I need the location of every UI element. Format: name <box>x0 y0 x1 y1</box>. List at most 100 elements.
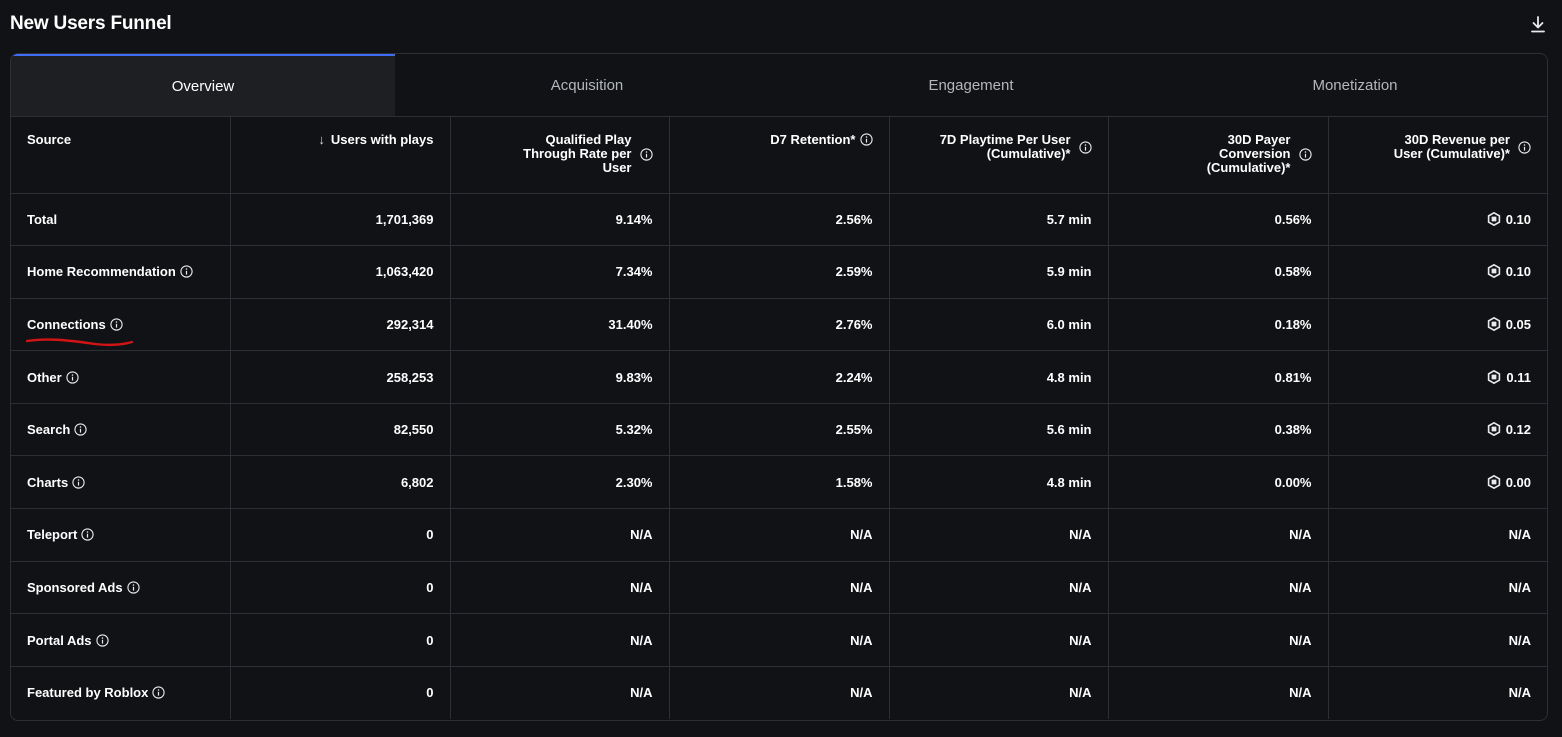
info-icon[interactable] <box>152 686 166 700</box>
column-header-users-with-plays[interactable]: ↓ Users with plays <box>230 117 451 194</box>
info-icon[interactable] <box>110 318 123 331</box>
sort-down-arrow-icon[interactable]: ↓ <box>318 132 325 147</box>
cell-value: N/A <box>1289 527 1312 543</box>
info-icon[interactable] <box>859 133 873 146</box>
users-with-plays-cell: 0 <box>230 508 451 562</box>
table-row: Featured by Roblox 0 N/A N/A N/A N/A N/A <box>11 666 1547 719</box>
source-label: Search <box>27 422 71 438</box>
info-icon[interactable] <box>180 265 193 279</box>
payer-conversion-cell: 0.00% <box>1108 455 1329 510</box>
cell-value: N/A <box>850 632 873 648</box>
column-header-d7-retention[interactable]: D7 Retention* <box>669 117 890 194</box>
cell-value: 258,253 <box>386 369 434 385</box>
cell-value: 0.56% <box>1274 211 1312 227</box>
cell-value: 2.24% <box>835 369 873 385</box>
cell-value: N/A <box>630 527 653 543</box>
tab-engagement[interactable]: Engagement <box>928 76 1014 94</box>
d7-retention-cell: N/A <box>669 508 890 562</box>
info-icon[interactable] <box>95 633 109 647</box>
robux-icon <box>1487 211 1500 226</box>
table-row: Portal Ads 0 N/A N/A N/A N/A N/A <box>11 613 1547 667</box>
playtime-cell: N/A <box>889 508 1109 562</box>
source-cell: Charts <box>11 455 231 510</box>
page-title: New Users Funnel <box>10 13 172 34</box>
payer-conversion-cell: 0.58% <box>1108 245 1329 299</box>
info-icon[interactable] <box>1518 140 1531 154</box>
cell-value: 1,063,420 <box>375 264 434 280</box>
column-header-qualified-play-through-rate[interactable]: Qualified Play Through Rate per User <box>450 117 670 194</box>
users-with-plays-cell: 258,253 <box>230 350 451 404</box>
cell-value: 0.18% <box>1274 316 1312 332</box>
qptr-cell: 7.34% <box>450 245 670 299</box>
info-icon[interactable] <box>126 581 140 594</box>
payer-conversion-cell: N/A <box>1108 613 1329 667</box>
source-label: Teleport <box>27 527 78 543</box>
table-row: Teleport 0 N/A N/A N/A N/A N/A <box>11 508 1547 562</box>
download-icon[interactable] <box>1529 15 1547 35</box>
info-icon[interactable] <box>1298 147 1312 161</box>
cell-value: N/A <box>630 685 653 701</box>
source-cell: Search <box>11 403 231 457</box>
d7-retention-cell: 2.56% <box>669 193 890 247</box>
source-label: Other <box>27 369 62 385</box>
column-header-7d-playtime[interactable]: 7D Playtime Per User (Cumulative)* <box>889 117 1109 194</box>
cell-value: N/A <box>1508 685 1531 701</box>
column-header-30d-payer-conversion[interactable]: 30D Payer Conversion (Cumulative)* <box>1108 117 1329 194</box>
users-with-plays-cell: 1,701,369 <box>230 193 451 247</box>
info-icon[interactable] <box>1078 140 1092 154</box>
source-label: Featured by Roblox <box>27 685 149 701</box>
cell-value: 6,802 <box>400 474 434 490</box>
cell-value: N/A <box>1069 632 1092 648</box>
playtime-cell: 4.8 min <box>889 350 1109 404</box>
cell-value: N/A <box>850 579 873 595</box>
cell-value: 9.83% <box>615 369 653 385</box>
info-icon[interactable] <box>639 147 653 161</box>
users-with-plays-cell: 6,802 <box>230 455 451 510</box>
cell-value: 1.58% <box>835 474 873 490</box>
cell-value: 0.10 <box>1505 211 1531 227</box>
d7-retention-cell: 2.76% <box>669 298 890 352</box>
funnel-table: Source ↓ Users with plays Qualified Play … <box>11 117 1547 719</box>
cell-value: 4.8 min <box>1046 474 1092 490</box>
table-row: Connections 292,314 31.40% 2.76% 6.0 min 0.18… <box>11 298 1547 352</box>
qptr-cell: N/A <box>450 508 670 562</box>
revenue-cell: N/A <box>1328 613 1547 667</box>
users-with-plays-cell: 292,314 <box>230 298 451 352</box>
tab-acquisition[interactable]: Acquisition <box>550 76 624 94</box>
info-icon[interactable] <box>74 423 88 436</box>
playtime-cell: N/A <box>889 613 1109 667</box>
cell-value: 2.59% <box>835 264 873 280</box>
tab-overview[interactable]: Overview <box>11 54 395 116</box>
qptr-cell: 5.32% <box>450 403 670 457</box>
qptr-cell: 31.40% <box>450 298 670 352</box>
cell-value: 0 <box>426 632 434 648</box>
robux-icon <box>1487 474 1500 489</box>
info-icon[interactable] <box>66 370 79 384</box>
cell-value: 0.00% <box>1274 474 1312 490</box>
source-cell: Portal Ads <box>11 613 231 667</box>
info-icon[interactable] <box>72 476 85 489</box>
robux-icon <box>1487 422 1500 437</box>
source-cell: Other <box>11 350 231 404</box>
playtime-cell: 5.6 min <box>889 403 1109 457</box>
payer-conversion-cell: 0.38% <box>1108 403 1329 457</box>
cell-value: N/A <box>1508 579 1531 595</box>
cell-value: 5.7 min <box>1046 211 1092 227</box>
info-icon[interactable] <box>81 528 94 542</box>
playtime-cell: 4.8 min <box>889 455 1109 510</box>
d7-retention-cell: 2.24% <box>669 350 890 404</box>
column-label: D7 Retention* <box>770 132 856 147</box>
column-header-source[interactable]: Source <box>11 117 231 194</box>
funnel-panel: Overview Acquisition Engagement Monetiza… <box>10 53 1548 721</box>
revenue-cell: N/A <box>1328 561 1547 615</box>
source-cell: Featured by Roblox <box>11 666 231 719</box>
tab-bar: Overview Acquisition Engagement Monetiza… <box>11 54 1547 117</box>
column-label: 30D Payer Conversion (Cumulative)* <box>1206 132 1291 175</box>
d7-retention-cell: N/A <box>669 613 890 667</box>
column-header-30d-revenue-per-user[interactable]: 30D Revenue per User (Cumulative)* <box>1328 117 1547 194</box>
users-with-plays-cell: 1,063,420 <box>230 245 451 299</box>
column-label: Users with plays <box>330 132 434 147</box>
cell-value: 5.32% <box>615 422 653 438</box>
payer-conversion-cell: 0.18% <box>1108 298 1329 352</box>
tab-monetization[interactable]: Monetization <box>1312 76 1398 94</box>
